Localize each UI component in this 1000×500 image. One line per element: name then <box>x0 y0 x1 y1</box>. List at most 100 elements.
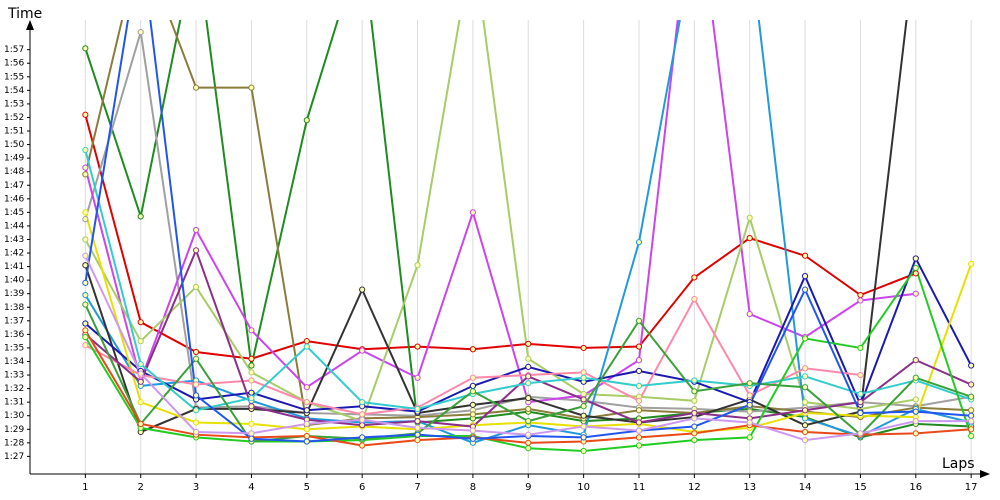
data-point <box>248 389 255 396</box>
data-point <box>912 408 919 415</box>
data-point <box>746 419 753 426</box>
data-point <box>248 394 255 402</box>
data-point <box>746 310 753 318</box>
data-point <box>248 430 255 437</box>
data-point <box>580 344 587 352</box>
data-point <box>82 301 89 308</box>
y-tick-label: 1:52 <box>4 113 24 123</box>
data-point <box>746 214 753 221</box>
data-point <box>635 434 643 441</box>
data-point <box>635 367 643 375</box>
x-tick-label: 16 <box>909 482 922 493</box>
data-point <box>359 422 366 429</box>
data-point <box>691 423 698 430</box>
data-point <box>248 327 255 334</box>
data-point <box>359 416 366 423</box>
data-point <box>801 407 809 414</box>
data-point <box>691 437 698 444</box>
y-tick-label: 1:48 <box>4 167 24 177</box>
series-line <box>84 114 917 360</box>
y-tick-label: 1:29 <box>4 425 24 435</box>
data-point <box>912 374 919 381</box>
data-point <box>746 401 753 408</box>
data-point <box>137 399 144 406</box>
data-point <box>359 286 366 293</box>
data-point <box>912 290 919 297</box>
data-point <box>635 427 643 434</box>
data-point <box>525 394 532 402</box>
data-point <box>469 388 476 395</box>
data-point <box>691 377 698 384</box>
data-point <box>912 430 919 437</box>
data-point <box>635 442 643 449</box>
data-point <box>137 28 144 36</box>
data-point <box>303 384 310 391</box>
data-point <box>82 146 89 154</box>
data-point <box>580 423 587 430</box>
data-point <box>192 407 200 414</box>
data-point <box>580 403 587 410</box>
data-point <box>248 377 255 384</box>
y-tick-label: 1:37 <box>4 316 24 326</box>
data-point <box>414 262 421 269</box>
data-point <box>192 392 200 399</box>
data-point <box>857 409 864 417</box>
data-point <box>635 343 643 350</box>
data-point <box>525 373 532 380</box>
data-point <box>82 209 89 216</box>
data-point <box>303 407 310 414</box>
data-point <box>303 117 310 124</box>
data-point <box>801 422 809 429</box>
data-point <box>192 355 200 362</box>
data-point <box>525 340 532 347</box>
data-point <box>137 338 144 345</box>
data-point <box>137 361 144 368</box>
data-point <box>525 380 532 387</box>
data-point <box>801 373 809 380</box>
ticks: 1 2 3 4 5 6 7 8 9 10 11 12 13 14 15 16 171:271:281:291:3… <box>4 45 978 493</box>
data-point <box>691 296 698 303</box>
data-point <box>469 382 476 389</box>
data-point <box>912 270 919 277</box>
data-point <box>691 430 698 437</box>
y-tick-label: 1:54 <box>4 86 24 96</box>
y-tick-label: 1:35 <box>4 343 24 353</box>
x-tick-label: 9 <box>525 482 531 493</box>
data-point <box>469 435 476 442</box>
y-tick-label: 1:44 <box>4 221 24 231</box>
data-point <box>82 327 89 334</box>
data-point <box>801 415 809 422</box>
data-point <box>469 427 476 434</box>
data-point <box>414 418 421 425</box>
data-point <box>968 393 975 400</box>
data-point <box>746 235 753 242</box>
y-tick-label: 1:53 <box>4 99 24 109</box>
data-point <box>82 291 89 299</box>
data-point <box>580 396 587 403</box>
data-point <box>801 286 809 293</box>
data-point <box>192 283 200 291</box>
data-point <box>192 428 200 436</box>
data-point <box>857 291 864 299</box>
y-tick-label: 1:49 <box>4 154 24 164</box>
data-point <box>469 411 476 418</box>
data-point <box>912 264 919 272</box>
y-tick-label: 1:41 <box>4 262 24 272</box>
data-point <box>746 380 753 387</box>
data-point <box>635 239 643 246</box>
data-point <box>248 369 255 376</box>
data-point <box>857 297 864 304</box>
data-point <box>192 419 200 426</box>
data-point <box>414 437 421 444</box>
y-tick-label: 1:57 <box>4 45 24 55</box>
data-point <box>801 365 809 372</box>
data-point <box>801 335 809 342</box>
data-point <box>82 279 89 286</box>
y-tick-label: 1:56 <box>4 59 24 69</box>
data-point <box>303 338 310 345</box>
data-point <box>801 272 809 280</box>
data-point <box>525 363 532 371</box>
data-point <box>82 320 89 327</box>
data-point <box>801 437 809 444</box>
